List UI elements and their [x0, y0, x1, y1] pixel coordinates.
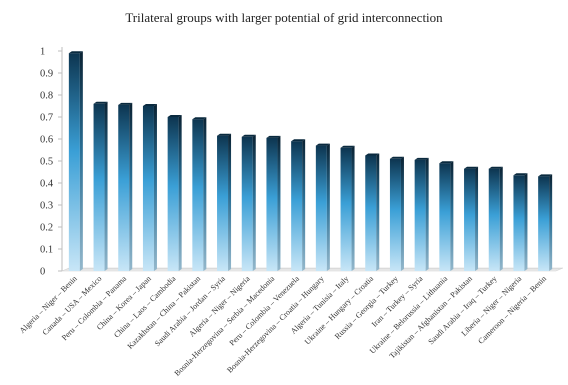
y-tick-label: 0.4 [40, 179, 54, 190]
bar [93, 103, 105, 271]
bar-group [365, 153, 380, 271]
bar-top [142, 104, 157, 106]
bar-top [167, 115, 182, 117]
bar-side [326, 143, 330, 271]
bar [266, 137, 278, 271]
bar-top [365, 153, 380, 156]
bar-side [252, 134, 256, 271]
bar-top [241, 134, 256, 137]
bar [291, 141, 303, 271]
bar-side [475, 166, 479, 271]
bar-top [93, 101, 108, 104]
chart-floor [61, 267, 564, 272]
bar-side [104, 101, 108, 271]
bar-top [291, 139, 306, 142]
chart-title: Trilateral groups with larger potential … [125, 10, 443, 25]
bar-group [389, 156, 404, 271]
bar [538, 176, 550, 271]
bar-side [524, 173, 528, 271]
bar-side [376, 153, 380, 271]
bar-group [266, 135, 281, 271]
bar [68, 53, 80, 272]
bar-top [68, 51, 83, 54]
bar [192, 119, 204, 271]
bar [488, 168, 500, 271]
bar-top [315, 143, 330, 146]
bar-top [266, 135, 281, 138]
bar [513, 175, 525, 271]
bar [389, 158, 401, 271]
bar-group [315, 143, 330, 271]
bar-side [228, 133, 232, 271]
y-tick-label: 0.7 [40, 113, 53, 124]
y-tick-label: 1 [40, 47, 45, 58]
bar-top [340, 145, 355, 148]
bar [365, 155, 377, 271]
bar-top [488, 166, 503, 169]
y-tick-label: 0.1 [40, 245, 53, 256]
bar-side [499, 166, 503, 271]
bar-side [277, 135, 281, 271]
bar-side [450, 161, 454, 271]
bar-group [217, 133, 232, 271]
y-tick-label: 0.3 [40, 201, 53, 212]
bar-top [513, 173, 528, 176]
y-tick-label: 0.8 [40, 91, 53, 102]
bar-side [351, 145, 355, 271]
bar-side [129, 102, 133, 272]
bar [315, 145, 327, 271]
bar [217, 135, 229, 271]
bar-side [178, 115, 182, 271]
bar-group [513, 173, 528, 271]
y-axis: 0 0.1 0.2 0.3 0.4 0.5 0.6 0.7 0.8 0.9 1 [40, 47, 564, 278]
bars [68, 51, 553, 272]
bar [340, 147, 352, 271]
y-tick-label: 0.2 [40, 223, 53, 234]
bar-side [203, 117, 207, 271]
y-tick-label: 0.5 [40, 157, 53, 168]
bar-top [464, 166, 479, 169]
bar-group [142, 104, 157, 271]
bar-top [217, 133, 232, 136]
bar-group [192, 117, 207, 271]
bar [464, 168, 476, 271]
bar-group [464, 166, 479, 271]
bar-top [439, 161, 454, 164]
bar [414, 159, 426, 271]
bar-top [538, 174, 553, 177]
bar-side [153, 104, 157, 271]
bar [118, 104, 130, 272]
y-tick-label: 0.6 [40, 135, 53, 146]
bar [167, 117, 179, 271]
bar-group [241, 134, 256, 271]
bar-side [302, 139, 306, 271]
bar [241, 136, 253, 271]
bar-side [79, 51, 83, 272]
bar-group [118, 102, 133, 272]
bar-group [439, 161, 454, 271]
y-tick-label: 0.9 [40, 69, 53, 80]
bar-side [425, 157, 429, 271]
bar-group [414, 157, 429, 271]
bar-side [549, 174, 553, 271]
bar-top [118, 102, 133, 105]
bar-group [93, 101, 108, 271]
y-tick-label: 0 [40, 267, 45, 278]
bar-group [167, 115, 182, 271]
bar-top [414, 157, 429, 160]
bar-group [68, 51, 83, 272]
bar-side [400, 156, 404, 271]
bar [142, 106, 154, 271]
bar [439, 163, 451, 271]
bar-top [192, 117, 207, 120]
bar-group [488, 166, 503, 271]
bar-group [291, 139, 306, 271]
bar-group [538, 174, 553, 271]
bar-top [389, 156, 404, 159]
bar-group [340, 145, 355, 271]
